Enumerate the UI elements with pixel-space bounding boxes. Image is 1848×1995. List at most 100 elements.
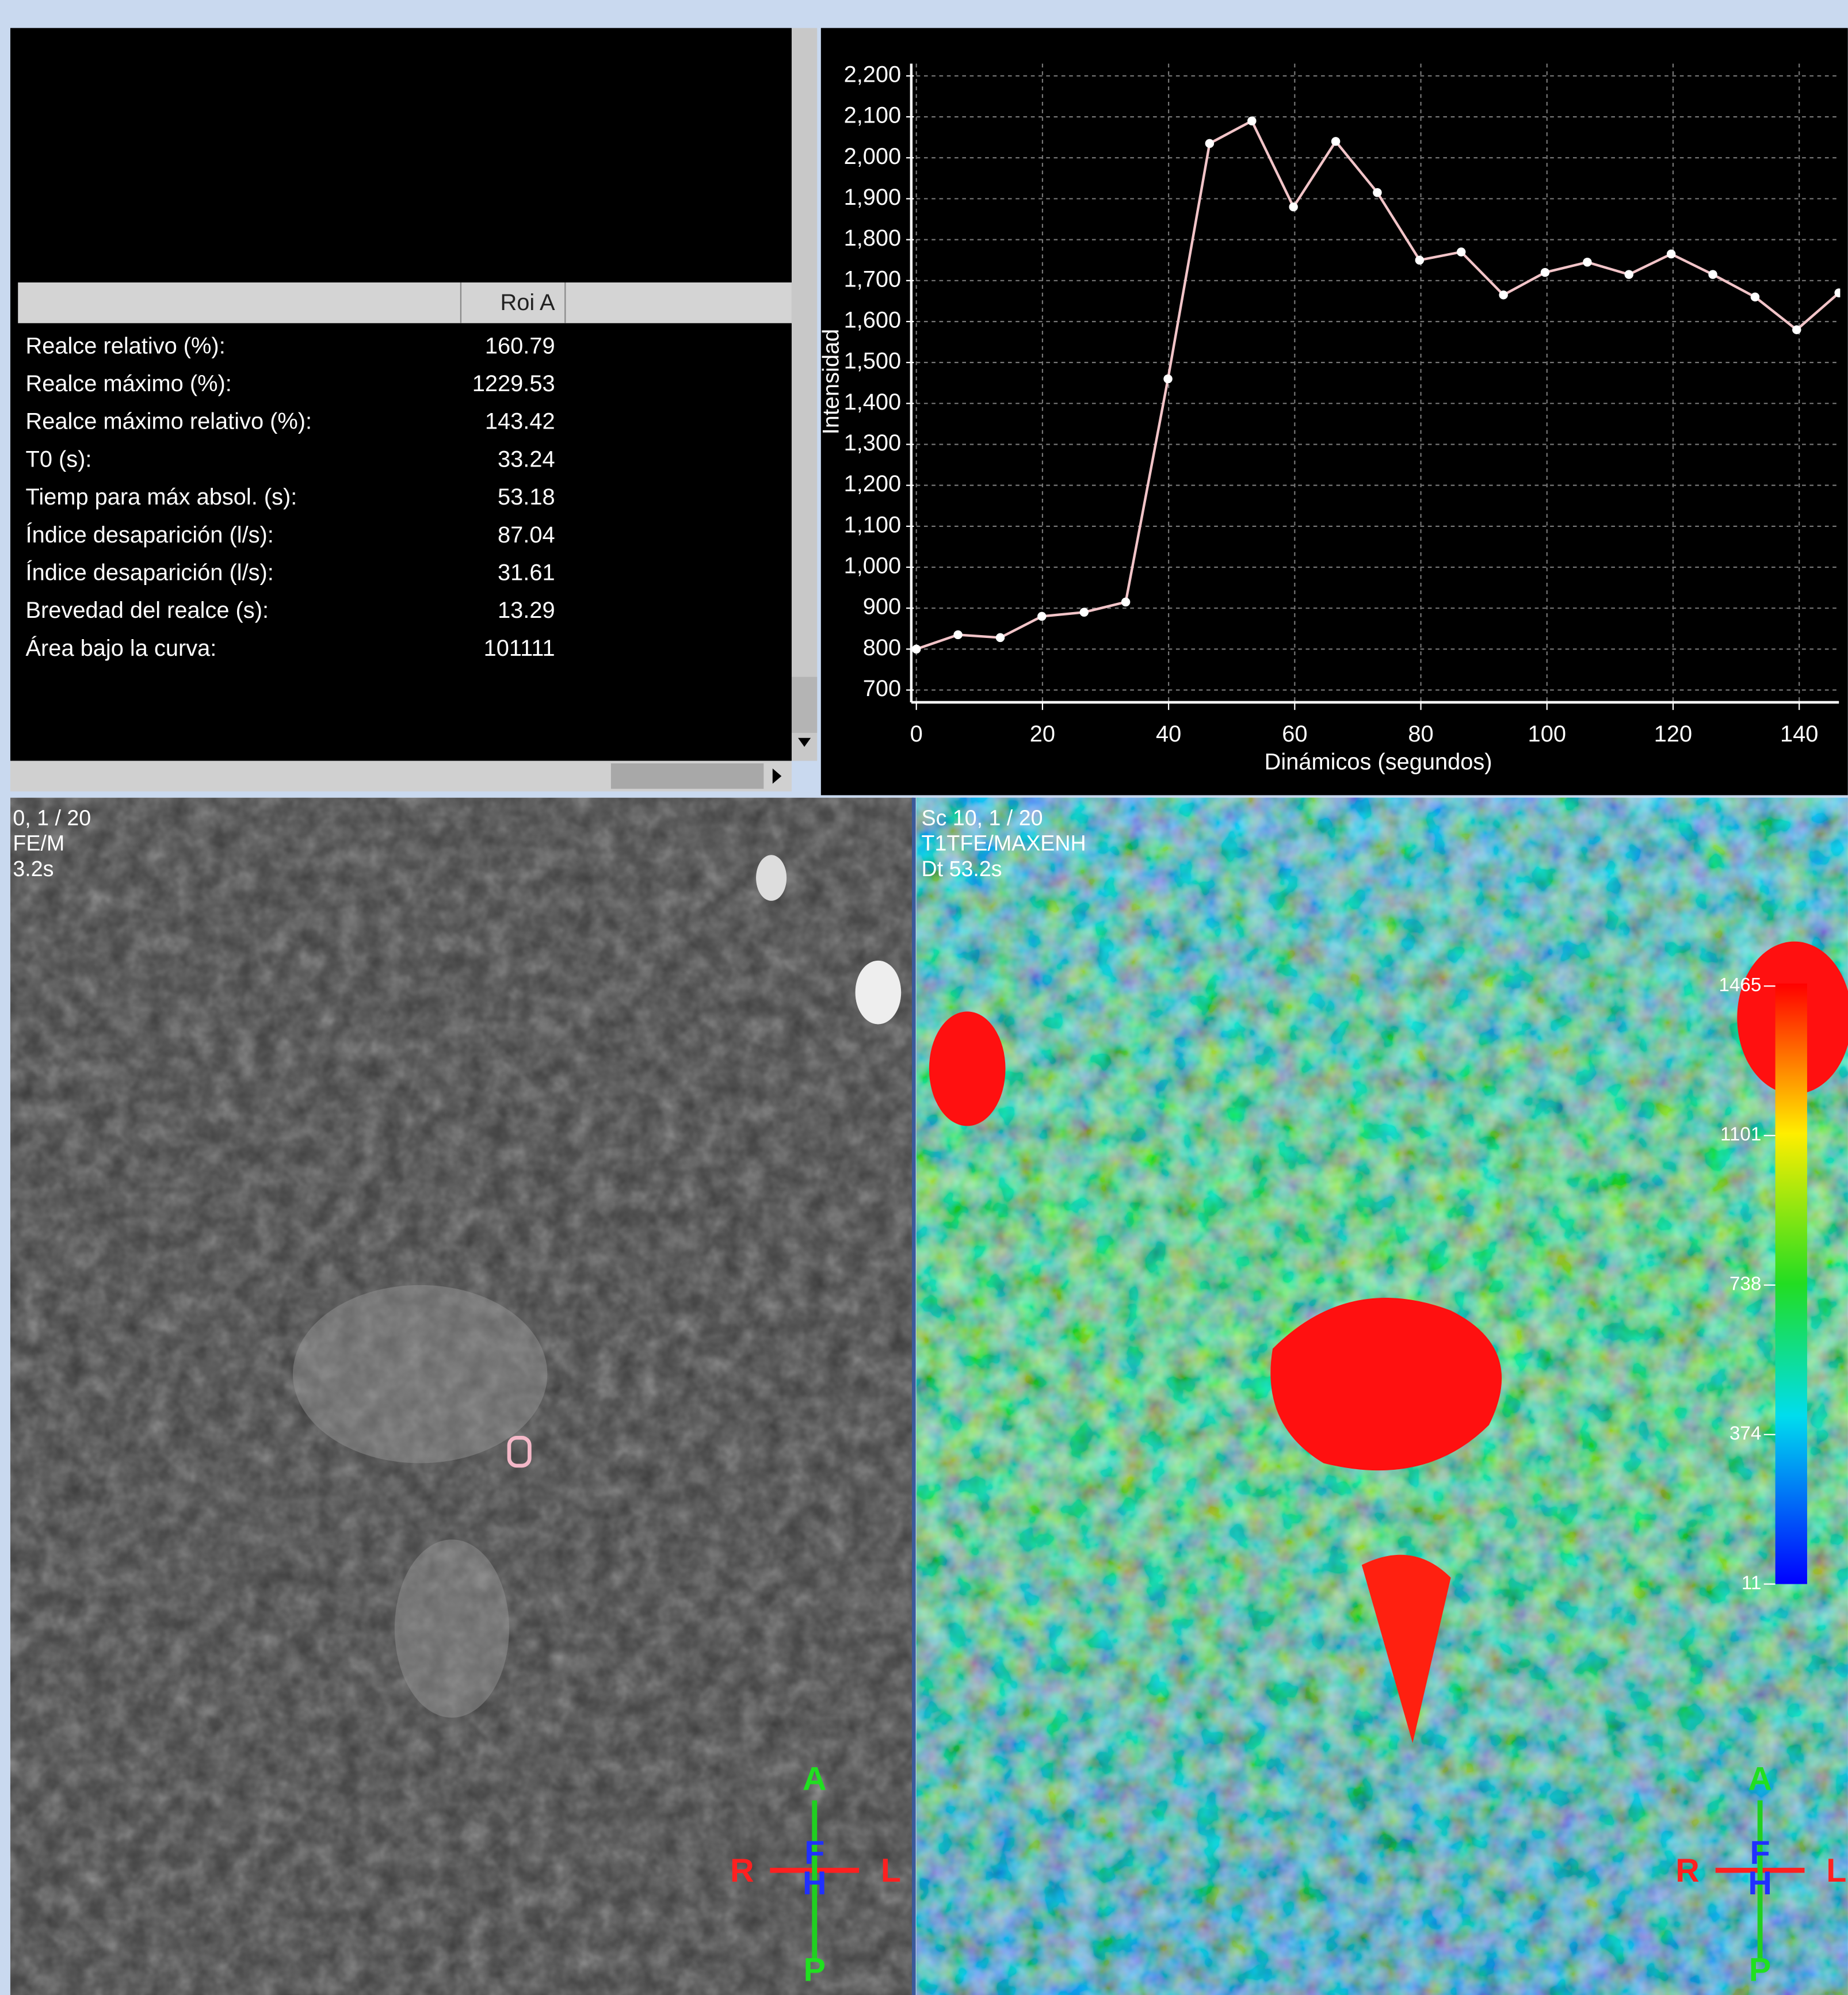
data-point [912, 645, 921, 653]
data-point [1625, 270, 1633, 278]
orientation-label: R [730, 1852, 754, 1889]
data-point [1373, 188, 1381, 197]
y-tick-label: 1,000 [844, 553, 902, 579]
overlay-info: Dt 53.2s [922, 857, 1002, 881]
scroll-thumb[interactable] [792, 677, 817, 733]
row-value: 143.42 [485, 409, 555, 434]
y-tick-label: 1,400 [844, 389, 902, 415]
orientation-label: A [1748, 1761, 1772, 1798]
overlay-info: 0, 1 / 20 [13, 805, 91, 830]
row-label: Realce máximo (%): [26, 371, 232, 396]
color-scale-label: 374 [1729, 1423, 1761, 1444]
data-point [1121, 598, 1130, 606]
table-header-bar [18, 282, 792, 323]
row-label: Tiemp para máx absol. (s): [26, 484, 297, 510]
image-bright-spot [756, 855, 786, 901]
row-value: 53.18 [498, 484, 555, 510]
data-point [1792, 325, 1801, 334]
y-tick-label: 700 [863, 676, 901, 701]
image-bright-spot [856, 961, 902, 1025]
image-bright-region [395, 1539, 509, 1718]
orientation-label: P [1749, 1951, 1771, 1988]
overlay-info: 3.2s [13, 857, 54, 881]
x-tick-label: 20 [1030, 721, 1055, 747]
data-point [1037, 612, 1046, 621]
color-scale-label: 1465 [1719, 974, 1762, 996]
y-tick-label: 1,300 [844, 430, 902, 456]
y-tick-label: 1,700 [844, 266, 902, 292]
x-tick-label: 80 [1408, 721, 1433, 747]
x-axis-label: Dinámicos (segundos) [1265, 750, 1492, 775]
color-scale-label: 11 [1742, 1572, 1761, 1593]
enhancement-region [929, 1011, 1006, 1126]
row-label: Realce máximo relativo (%): [26, 409, 312, 434]
data-point [1457, 247, 1465, 256]
data-point [1541, 268, 1549, 277]
row-label: Índice desaparición (l/s): [26, 522, 274, 548]
data-point [1205, 139, 1214, 148]
y-tick-label: 1,900 [844, 185, 902, 210]
x-tick-label: 140 [1780, 721, 1818, 747]
orientation-label: P [804, 1951, 826, 1988]
image-bright-region [293, 1285, 547, 1463]
row-value: 33.24 [498, 446, 555, 472]
table-header: Roi A [500, 290, 555, 315]
y-tick-label: 1,500 [844, 349, 902, 374]
y-tick-label: 1,200 [844, 471, 902, 496]
orientation-label: R [1675, 1852, 1700, 1889]
data-point [1247, 116, 1256, 125]
overlay-info: Sc 10, 1 / 20 [922, 805, 1043, 830]
data-point [1499, 291, 1507, 299]
vertical-scrollbar[interactable] [792, 28, 817, 761]
data-point [1080, 608, 1089, 617]
data-point [1667, 250, 1675, 258]
data-point [1289, 202, 1297, 211]
orientation-label: A [803, 1761, 827, 1798]
data-point [1708, 270, 1717, 278]
x-tick-label: 40 [1156, 721, 1181, 747]
y-axis-label: Intensidad [818, 329, 843, 435]
row-value: 31.61 [498, 560, 555, 585]
y-tick-label: 1,600 [844, 307, 902, 332]
y-tick-label: 2,100 [844, 103, 902, 128]
row-label: T0 (s): [26, 446, 92, 472]
data-point [1583, 258, 1591, 266]
scroll-thumb[interactable] [611, 763, 763, 789]
data-point [1415, 255, 1424, 264]
x-tick-label: 100 [1528, 721, 1566, 747]
color-scale-label: 738 [1729, 1274, 1761, 1295]
color-scale-bar [1776, 984, 1807, 1584]
row-value: 87.04 [498, 522, 555, 548]
orientation-label: H [803, 1865, 827, 1902]
row-label: Brevedad del realce (s): [26, 598, 269, 623]
overlay-info: FE/M [13, 831, 64, 855]
y-tick-label: 1,100 [844, 512, 902, 537]
page: Roi A Realce relativo (%): 160.79 Realce m… [0, 0, 1848, 1995]
data-point [1163, 374, 1172, 383]
y-tick-label: 2,000 [844, 144, 902, 169]
orientation-label: L [1826, 1852, 1846, 1889]
orientation-label: H [1748, 1865, 1772, 1902]
row-value: 101111 [484, 636, 555, 661]
row-label: Área bajo la curva: [26, 635, 217, 661]
data-point [996, 633, 1005, 642]
row-value: 1229.53 [472, 371, 555, 396]
color-scale-label: 1101 [1720, 1124, 1761, 1145]
data-point [953, 630, 962, 639]
row-label: Realce relativo (%): [26, 333, 226, 358]
orientation-label: L [881, 1852, 901, 1889]
screen: Roi A Realce relativo (%): 160.79 Realce m… [0, 0, 1848, 1995]
y-tick-label: 800 [863, 635, 901, 660]
row-value: 160.79 [485, 333, 555, 358]
y-tick-label: 900 [863, 594, 901, 620]
data-point [1751, 293, 1759, 301]
x-tick-label: 60 [1282, 721, 1307, 747]
row-label: Índice desaparición (l/s): [26, 559, 274, 585]
overlay-info: T1TFE/MAXENH [922, 831, 1086, 855]
x-tick-label: 0 [910, 721, 923, 747]
row-value: 13.29 [498, 598, 555, 623]
y-tick-label: 2,200 [844, 62, 902, 87]
x-tick-label: 120 [1654, 721, 1692, 747]
data-point [1331, 137, 1340, 146]
y-tick-label: 1,800 [844, 226, 902, 251]
